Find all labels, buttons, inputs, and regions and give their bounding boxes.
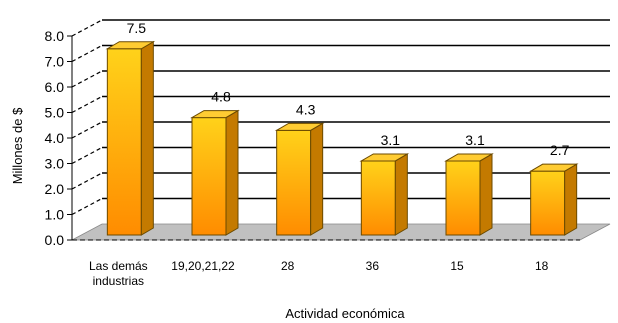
category-label: industrias [93, 274, 144, 288]
category-label: 36 [366, 259, 380, 273]
category-label: 28 [281, 259, 295, 273]
gridline-diagonal [71, 197, 103, 216]
data-label: 3.1 [381, 132, 401, 148]
bar-series [105, 40, 579, 236]
y-tick-label: 7.0 [45, 54, 65, 70]
bar-front [445, 160, 481, 236]
data-label: 4.3 [296, 101, 316, 117]
bar-front [276, 129, 312, 236]
y-tick-label: 4.0 [45, 130, 65, 146]
y-axis-title: Millones de $ [10, 107, 25, 184]
bar-top [528, 163, 579, 172]
bar-side [564, 163, 578, 236]
bar-top [190, 110, 240, 119]
bar-top [359, 153, 410, 162]
gridlines [71, 19, 610, 216]
bar [359, 153, 410, 236]
y-tick-label: 2.0 [45, 181, 65, 197]
gridline-diagonal [71, 44, 103, 63]
bar-side [310, 122, 324, 236]
bar [444, 153, 494, 236]
y-tick-label: 6.0 [45, 79, 65, 95]
gridline-diagonal [71, 95, 103, 114]
gridline-diagonal [71, 146, 103, 165]
bar-side [225, 109, 239, 236]
gridline-diagonal [71, 121, 103, 139]
y-tick-label: 3.0 [45, 156, 65, 172]
y-tick-label: 1.0 [45, 207, 65, 223]
bar-top [444, 153, 494, 162]
y-tick-label: 8.0 [45, 28, 65, 44]
bar-front [191, 117, 227, 236]
category-label: Las demás [89, 259, 148, 273]
bar-side [394, 153, 408, 236]
category-label: 15 [450, 259, 464, 273]
data-label: 4.8 [211, 89, 231, 105]
data-label: 7.5 [127, 20, 147, 36]
bar [274, 122, 325, 236]
bar-front [360, 160, 396, 236]
gridline-diagonal [71, 172, 103, 190]
bar-side [140, 40, 154, 236]
gridline-diagonal [71, 19, 103, 37]
bar [105, 40, 156, 236]
category-label: 18 [535, 259, 549, 273]
y-tick-label: 0.0 [45, 232, 65, 248]
data-label: 2.7 [550, 142, 570, 158]
value-axis: 0.0 1.0 2.0 3.0 4.0 5.0 6.0 7.0 8.0 [45, 28, 580, 248]
data-label: 3.1 [465, 132, 485, 148]
data-labels: 7.5 4.8 4.3 3.1 3.1 2.7 [127, 20, 570, 158]
bar-top [105, 41, 156, 50]
bar [190, 109, 240, 236]
bar-side [479, 153, 493, 236]
bar [528, 163, 579, 236]
category-label: 19,20,21,22 [171, 259, 235, 273]
bar-front [530, 170, 566, 236]
y-tick-label: 5.0 [45, 105, 65, 121]
x-axis-title: Actividad económica [285, 306, 405, 321]
bar-top [274, 122, 325, 131]
gridline-diagonal [71, 70, 103, 88]
bar-front [106, 48, 142, 236]
